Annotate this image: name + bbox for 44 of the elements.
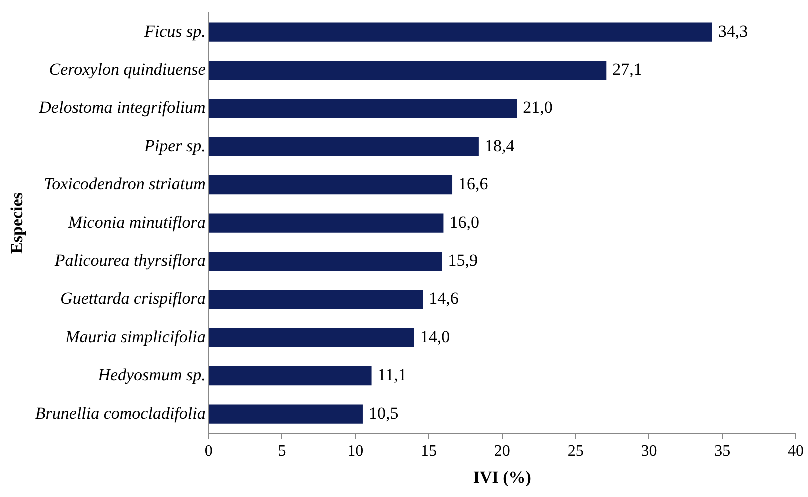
data-label: 21,0 (523, 98, 553, 118)
bar (209, 22, 712, 42)
bar (209, 176, 453, 195)
x-tick-label: 0 (204, 443, 213, 460)
x-tick-label: 20 (494, 443, 510, 460)
y-tick-label: Ceroxylon quindiuense (49, 60, 206, 79)
data-label: 15,9 (448, 250, 478, 270)
data-label: 14,6 (429, 289, 459, 308)
data-label: 16,0 (450, 212, 480, 232)
x-tick-label: 40 (788, 443, 804, 460)
y-tick-label: Miconia minutiflora (67, 212, 206, 232)
y-tick-label: Guettarda crispiflora (60, 289, 206, 308)
x-tick-label: 25 (568, 443, 584, 460)
bar (209, 137, 479, 156)
y-tick-label: Mauria simplicifolia (64, 327, 206, 346)
data-label: 34,3 (718, 22, 748, 41)
x-tick-label: 30 (641, 443, 658, 460)
bar (209, 60, 607, 80)
y-tick-label: Toxicodendron striatum (44, 174, 206, 194)
x-tick-label: 15 (421, 443, 438, 460)
x-tick-label: 5 (278, 443, 286, 460)
y-axis-title: Especies (8, 192, 27, 254)
x-tick-label: 10 (348, 443, 364, 460)
bar (209, 328, 414, 348)
data-label: 14,0 (420, 327, 450, 346)
bar (209, 366, 372, 386)
y-tick-label: Palicourea thyrsiflora (54, 250, 206, 270)
x-axis-title: IVI (%) (473, 468, 532, 488)
bar (209, 404, 363, 424)
data-label: 18,4 (484, 136, 516, 156)
data-label: 16,6 (458, 174, 488, 194)
bar (209, 99, 518, 118)
bar (209, 290, 424, 310)
y-tick-label: Brunellia comocladifolia (35, 404, 206, 423)
y-tick-label: Hedyosmum sp. (97, 366, 206, 385)
bar (209, 214, 444, 233)
y-tick-label: Delostoma integrifolium (38, 98, 206, 118)
x-tick-label: 35 (714, 443, 731, 460)
y-tick-label: Piper sp. (143, 136, 206, 156)
y-tick-label: Ficus sp. (143, 22, 206, 41)
data-label: 27,1 (612, 60, 642, 79)
bar (209, 252, 442, 272)
data-label: 11,1 (378, 366, 407, 385)
data-label: 10,5 (368, 404, 399, 423)
